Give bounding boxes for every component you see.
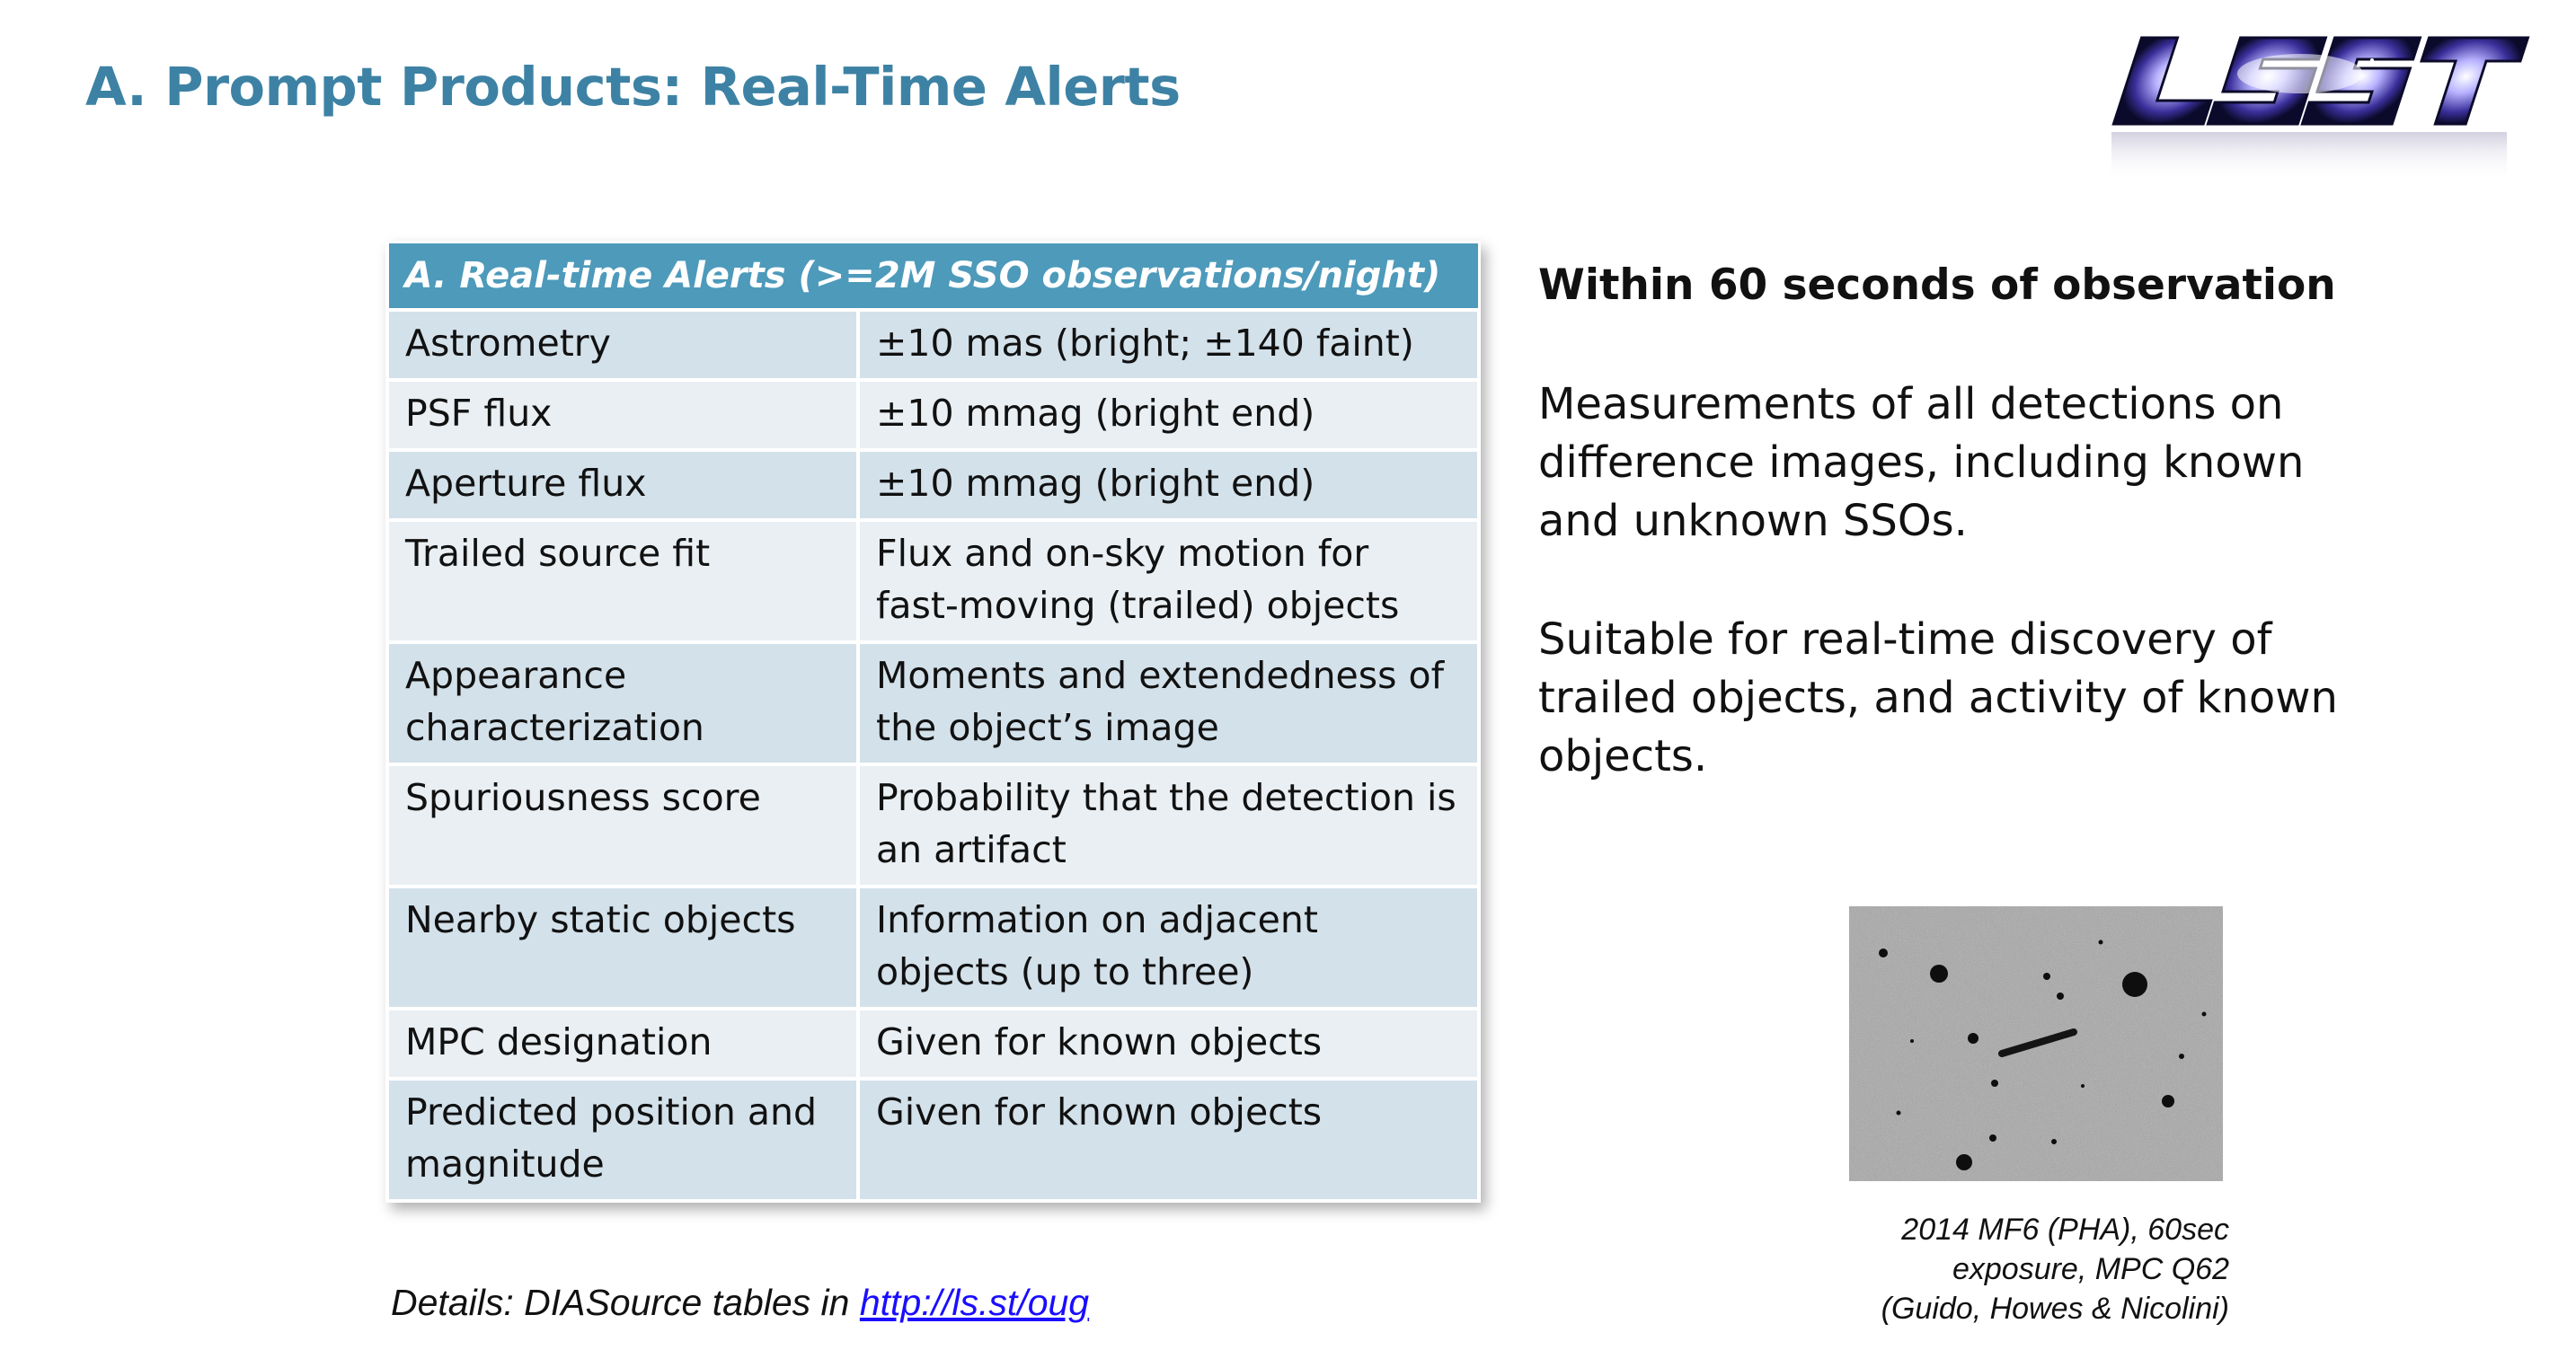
table-row: Trailed source fit Flux and on-sky motio… bbox=[385, 518, 1481, 644]
row-value: ±10 mmag (bright end) bbox=[856, 448, 1481, 522]
side-paragraph-measurements: Measurements of all detections on differ… bbox=[1538, 379, 2305, 546]
row-value: Moments and extendedness of the object’s… bbox=[856, 640, 1481, 766]
row-value: Given for known objects bbox=[856, 1077, 1481, 1203]
row-value: ±10 mmag (bright end) bbox=[856, 378, 1481, 452]
details-note: Details: DIASource tables in http://ls.s… bbox=[391, 1282, 1089, 1324]
alerts-table: A. Real-time Alerts (>=2M SSO observatio… bbox=[385, 241, 1481, 1203]
row-value: ±10 mas (bright; ±140 faint) bbox=[856, 308, 1481, 382]
row-field: PSF flux bbox=[385, 378, 860, 452]
caption-line: (Guido, Howes & Nicolini) bbox=[1881, 1292, 2229, 1326]
row-field: Spuriousness score bbox=[385, 763, 860, 888]
table-row: Predicted position and magnitude Given f… bbox=[385, 1077, 1481, 1203]
lsst-logo bbox=[2111, 36, 2530, 181]
row-value: Flux and on-sky motion for fast-moving (… bbox=[856, 518, 1481, 644]
row-value: Given for known objects bbox=[856, 1007, 1481, 1081]
row-field: Appearance characterization bbox=[385, 640, 860, 766]
table-row: Astrometry ±10 mas (bright; ±140 faint) bbox=[385, 308, 1481, 382]
table-row: Spuriousness score Probability that the … bbox=[385, 763, 1481, 888]
table-header: A. Real-time Alerts (>=2M SSO observatio… bbox=[385, 241, 1481, 312]
table-row: PSF flux ±10 mmag (bright end) bbox=[385, 378, 1481, 452]
row-field: Trailed source fit bbox=[385, 518, 860, 644]
oug-link[interactable]: http://ls.st/oug bbox=[859, 1282, 1090, 1323]
side-heading: Within 60 seconds of observation bbox=[1538, 260, 2336, 310]
row-field: Astrometry bbox=[385, 308, 860, 382]
row-field: MPC designation bbox=[385, 1007, 860, 1081]
table-row: Nearby static objects Information on adj… bbox=[385, 885, 1481, 1010]
slide-title: A. Prompt Products: Real-Time Alerts bbox=[85, 56, 1181, 118]
row-value: Information on adjacent objects (up to t… bbox=[856, 885, 1481, 1010]
details-prefix: Details: DIASource tables in bbox=[391, 1282, 860, 1323]
row-field: Predicted position and magnitude bbox=[385, 1077, 860, 1203]
table-row: Appearance characterization Moments and … bbox=[385, 640, 1481, 766]
image-caption: 2014 MF6 (PHA), 60sec exposure, MPC Q62 … bbox=[1798, 1210, 2229, 1328]
caption-line: 2014 MF6 (PHA), 60sec bbox=[1901, 1213, 2229, 1247]
row-value: Probability that the detection is an art… bbox=[856, 763, 1481, 888]
asteroid-exposure-image bbox=[1849, 906, 2223, 1181]
row-field: Nearby static objects bbox=[385, 885, 860, 1010]
side-paragraph-discovery: Suitable for real-time discovery of trai… bbox=[1538, 614, 2338, 781]
row-field: Aperture flux bbox=[385, 448, 860, 522]
table-row: Aperture flux ±10 mmag (bright end) bbox=[385, 448, 1481, 522]
caption-line: exposure, MPC Q62 bbox=[1952, 1252, 2229, 1286]
table-row: MPC designation Given for known objects bbox=[385, 1007, 1481, 1081]
